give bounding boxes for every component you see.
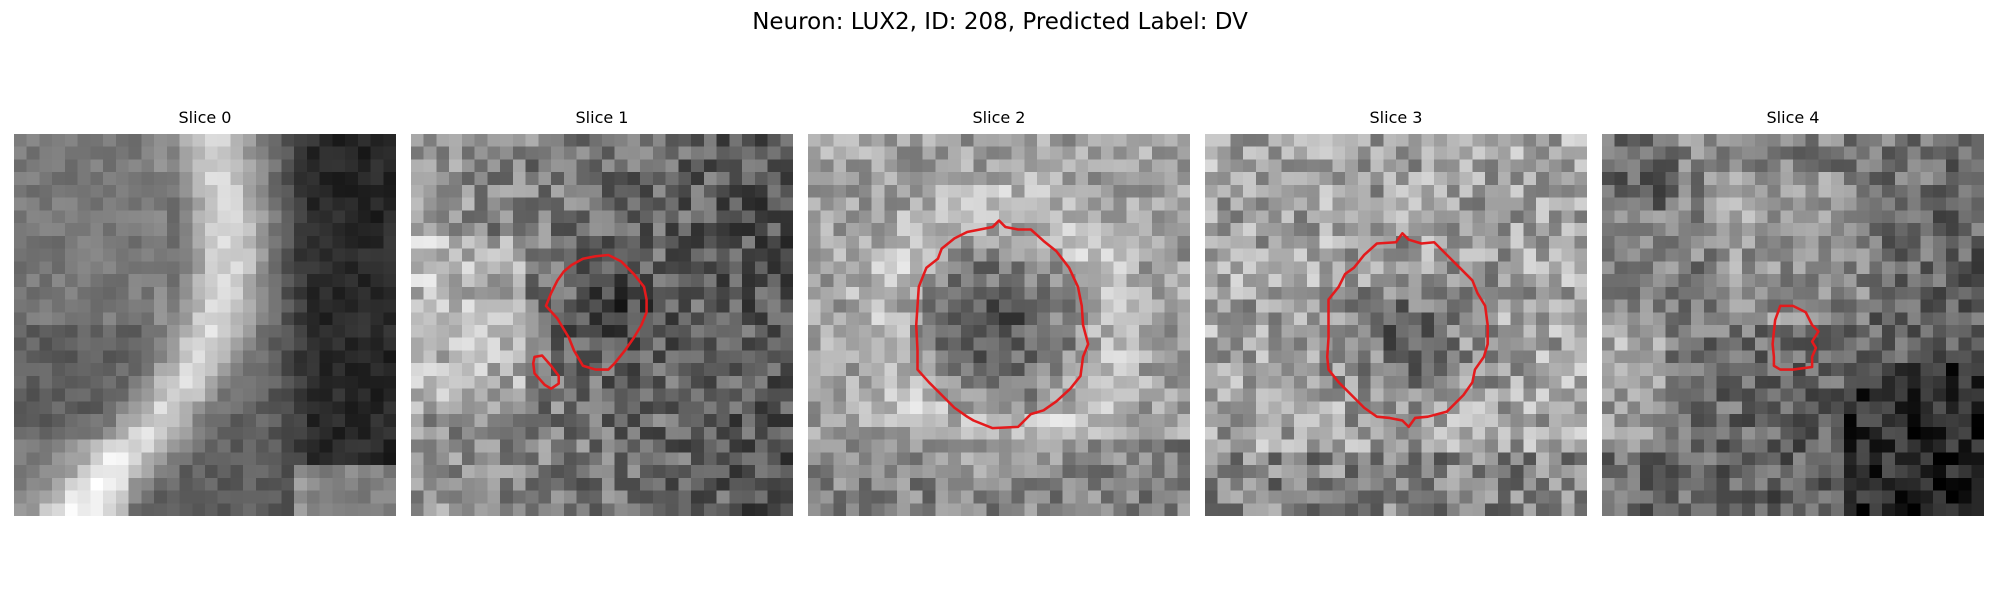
slice-image (1205, 134, 1587, 516)
slice-title: Slice 4 (1766, 108, 1820, 127)
roi-overlay (1771, 304, 1820, 371)
roi-contour (531, 354, 560, 390)
slice-image (1602, 134, 1984, 516)
roi-overlay (531, 253, 648, 390)
slice-title: Slice 0 (178, 108, 232, 127)
roi-contour (1325, 232, 1489, 429)
roi-overlay (14, 134, 396, 516)
roi-overlay (914, 219, 1090, 430)
slice-image (411, 134, 793, 516)
roi-overlay (1325, 232, 1489, 429)
roi-contour (914, 219, 1090, 430)
roi-contour (1771, 304, 1820, 371)
figure-title: Neuron: LUX2, ID: 208, Predicted Label: … (752, 9, 1248, 35)
slice-image (14, 134, 396, 516)
slice-image (808, 134, 1190, 516)
slice-title: Slice 1 (575, 108, 629, 127)
roi-contour (544, 253, 648, 371)
slice-title: Slice 3 (1369, 108, 1423, 127)
slice-title: Slice 2 (972, 108, 1026, 127)
